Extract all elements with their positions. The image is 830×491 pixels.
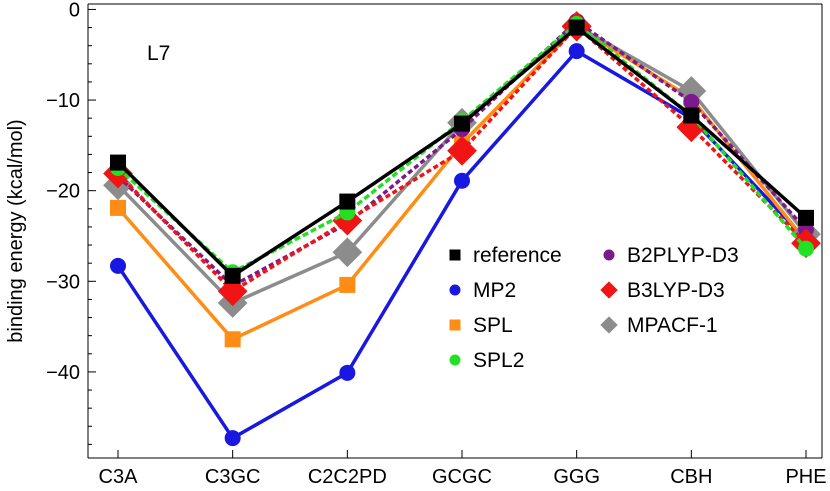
point-mp2-c3a bbox=[110, 257, 126, 274]
legend-entry-reference: reference bbox=[449, 244, 562, 267]
y-tick-label: −20 bbox=[46, 181, 80, 203]
y-tick-label: −40 bbox=[46, 362, 80, 384]
chart-annotation: L7 bbox=[147, 42, 170, 65]
point-mp2-c3gc bbox=[224, 430, 241, 447]
y-axis-ticks: 0 −10 −20 −30 −40 bbox=[46, 0, 96, 445]
legend-marker-spl bbox=[449, 319, 461, 331]
point-reference-c2c2pd bbox=[339, 193, 356, 210]
point-reference-phe bbox=[798, 209, 814, 226]
x-tick-label-cbh: CBH bbox=[670, 466, 712, 488]
legend-marker-b2plyp-d3 bbox=[603, 249, 615, 261]
y-tick-label: 0 bbox=[69, 0, 80, 21]
point-reference-cbh bbox=[683, 107, 700, 124]
point-mp2-gcgc bbox=[454, 172, 470, 189]
point-mp2-ggg bbox=[568, 43, 585, 60]
point-reference-c3a bbox=[110, 154, 126, 171]
x-tick-label-ggg: GGG bbox=[553, 466, 600, 488]
y-tick-label: −10 bbox=[46, 90, 80, 112]
legend-entry-b3lyp-d3: B3LYP-D3 bbox=[600, 279, 725, 302]
point-mpacf-1-c2c2pd bbox=[332, 237, 363, 268]
y-tick-label: −30 bbox=[46, 271, 80, 293]
point-reference-ggg bbox=[568, 19, 585, 36]
y-axis-label: binding energy (kcal/mol) bbox=[5, 119, 27, 342]
x-tick-label-gcgc: GCGC bbox=[432, 466, 492, 488]
legend-marker-spl2 bbox=[449, 354, 461, 366]
legend-label-mp2: MP2 bbox=[473, 279, 516, 302]
point-spl2-phe bbox=[798, 240, 814, 257]
x-tick-label-c3gc: C3GC bbox=[205, 466, 261, 488]
legend-entry-spl2: SPL2 bbox=[449, 349, 524, 372]
legend-entry-mpacf-1: MPACF-1 bbox=[600, 314, 718, 337]
legend-label-b2plyp-d3: B2PLYP-D3 bbox=[627, 244, 739, 267]
x-tick-label-phe: PHE bbox=[785, 466, 826, 488]
x-axis-ticks: C3A C3GC C2C2PD GCGC GGG CBH PHE bbox=[99, 450, 827, 488]
point-b2plyp-d3-cbh bbox=[683, 93, 700, 110]
legend-label-b3lyp-d3: B3LYP-D3 bbox=[627, 279, 725, 302]
legend-label-mpacf-1: MPACF-1 bbox=[627, 314, 718, 337]
legend-label-spl: SPL bbox=[473, 314, 513, 337]
point-mp2-c2c2pd bbox=[339, 364, 356, 381]
plot-frame bbox=[87, 3, 823, 459]
x-tick-label-c2c2pd: C2C2PD bbox=[308, 466, 387, 488]
legend-marker-mpacf-1 bbox=[600, 316, 618, 334]
point-reference-c3gc bbox=[224, 267, 241, 284]
point-spl-c3a bbox=[110, 199, 126, 216]
series-layer bbox=[103, 10, 821, 447]
legend-marker-reference bbox=[449, 249, 461, 261]
x-tick-label-c3a: C3A bbox=[99, 466, 139, 488]
legend-entry-b2plyp-d3: B2PLYP-D3 bbox=[603, 244, 739, 267]
legend-label-spl2: SPL2 bbox=[473, 349, 524, 372]
legend-entry-mp2: MP2 bbox=[449, 279, 516, 302]
legend: reference MP2 SPL SPL2 B2PLYP-D3 B3LYP-D3 MPAC… bbox=[449, 244, 739, 372]
point-b3lyp-d3-gcgc bbox=[447, 135, 477, 166]
legend-label-reference: reference bbox=[473, 244, 562, 267]
point-spl-c2c2pd bbox=[339, 276, 356, 293]
legend-entry-spl: SPL bbox=[449, 314, 513, 337]
point-mpacf-1-cbh bbox=[676, 76, 707, 106]
point-spl-c3gc bbox=[224, 331, 241, 348]
legend-marker-mp2 bbox=[449, 284, 461, 296]
series-reference bbox=[110, 19, 814, 284]
legend-marker-b3lyp-d3 bbox=[600, 281, 618, 299]
point-reference-gcgc bbox=[454, 115, 470, 132]
